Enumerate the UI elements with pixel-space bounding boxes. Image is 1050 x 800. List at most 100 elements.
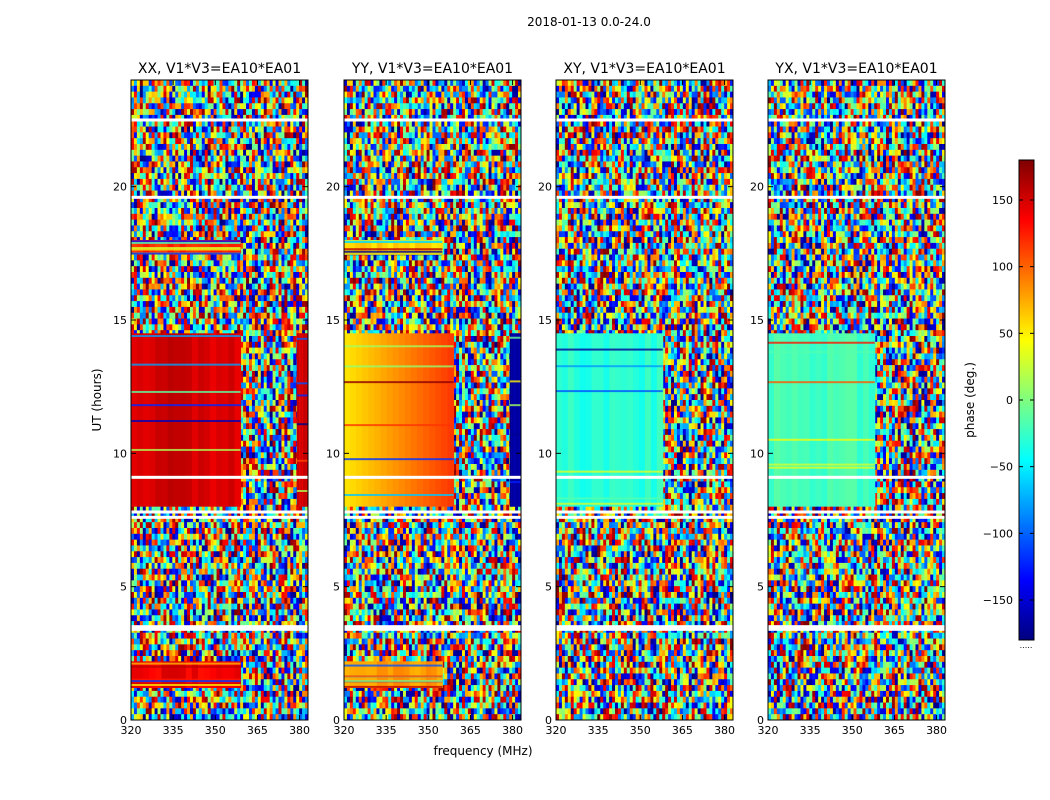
panel-4: YX, V1*V3=EA10*EA01 320 335 350 365 380 0 5 10 15… (750, 61, 947, 737)
x-tick-label: 380 (714, 724, 735, 737)
x-tick-label: 335 (163, 724, 184, 737)
colorbar-tick-label: 150 (992, 194, 1013, 207)
panel-title: YX, V1*V3=EA10*EA01 (774, 61, 937, 77)
flagged-row (556, 475, 733, 479)
x-tick-label: 335 (800, 724, 821, 737)
flagged-row (344, 475, 521, 479)
panel-frame (343, 79, 522, 721)
panel-title: XY, V1*V3=EA10*EA01 (563, 61, 725, 77)
y-tick-label: 20 (750, 181, 764, 194)
coherent-block-1 (344, 333, 455, 507)
figure-title: 2018-01-13 0.0-24.0 (527, 15, 651, 29)
x-tick-label: 365 (247, 724, 268, 737)
colorbar-gradient (1019, 160, 1034, 640)
flagged-row (556, 510, 733, 514)
flagged-row (556, 515, 733, 519)
flagged-row (131, 195, 308, 199)
panel-title: YY, V1*V3=EA10*EA01 (351, 61, 513, 77)
panel-2: YY, V1*V3=EA10*EA01 320 335 350 365 380 0 5 10 15… (326, 61, 523, 737)
flagged-row (768, 627, 945, 631)
y-tick-label: 15 (113, 314, 127, 327)
y-tick-label: 10 (750, 447, 764, 460)
coherent-block-1 (556, 333, 664, 507)
x-tick-label: 365 (884, 724, 905, 737)
flagged-row (131, 625, 308, 629)
y-tick-label: 10 (326, 447, 340, 460)
colorbar-tick-label: −100 (983, 527, 1013, 540)
panels: XX, V1*V3=EA10*EA01 320 335 350 365 380 0 5 10 15… (113, 61, 947, 737)
y-tick-label: 5 (120, 581, 127, 594)
x-tick-label: 320 (758, 724, 779, 737)
x-tick-label: 350 (842, 724, 863, 737)
flagged-row (768, 625, 945, 629)
x-tick-label: 365 (672, 724, 693, 737)
flagged-row (556, 627, 733, 631)
panel-1: XX, V1*V3=EA10*EA01 320 335 350 365 380 0 5 10 15… (113, 61, 310, 737)
y-tick-label: 5 (757, 581, 764, 594)
y-tick-label: 20 (113, 181, 127, 194)
flagged-row (344, 627, 521, 631)
x-tick-label: 380 (926, 724, 947, 737)
coherent-block-2 (296, 333, 309, 507)
x-tick-label: 350 (630, 724, 651, 737)
coherent-block-3 (344, 240, 443, 256)
x-tick-label: 320 (334, 724, 355, 737)
x-axis-label: frequency (MHz) (433, 744, 532, 758)
flagged-row (768, 475, 945, 479)
flagged-row (768, 510, 945, 514)
flagged-row (131, 515, 308, 519)
flagged-row (131, 510, 308, 514)
y-tick-label: 0 (545, 714, 552, 727)
coherent-block-1 (768, 333, 876, 507)
y-tick-label: 5 (545, 581, 552, 594)
y-tick-label: 15 (538, 314, 552, 327)
colorbar-tick-label: −50 (990, 461, 1013, 474)
panel-frame (130, 79, 309, 721)
y-tick-label: 20 (538, 181, 552, 194)
x-tick-label: 380 (502, 724, 523, 737)
x-tick-label: 320 (121, 724, 142, 737)
x-tick-label: 335 (588, 724, 609, 737)
y-tick-label: 15 (750, 314, 764, 327)
flagged-row (344, 195, 521, 199)
coherent-block-2 (509, 333, 522, 507)
panel-3: XY, V1*V3=EA10*EA01 320 335 350 365 380 0 5 10 15… (538, 61, 735, 737)
colorbar-label: phase (deg.) (963, 362, 977, 438)
coherent-block-1 (131, 333, 242, 507)
y-axis-label: UT (hours) (90, 368, 104, 431)
flagged-row (768, 118, 945, 122)
coherent-block-4 (131, 661, 242, 688)
x-tick-label: 350 (205, 724, 226, 737)
flagged-row (556, 195, 733, 199)
flagged-row (556, 625, 733, 629)
colorbar-tick-label: 50 (999, 327, 1013, 340)
y-tick-label: 10 (113, 447, 127, 460)
flagged-row (131, 627, 308, 631)
flagged-row (131, 475, 308, 479)
flagged-row (344, 510, 521, 514)
y-tick-label: 5 (333, 581, 340, 594)
x-tick-label: 320 (546, 724, 567, 737)
y-tick-label: 20 (326, 181, 340, 194)
y-tick-label: 0 (120, 714, 127, 727)
flagged-row (556, 118, 733, 122)
panel-title: XX, V1*V3=EA10*EA01 (138, 61, 301, 77)
colorbar-tick-label: 0 (1006, 394, 1013, 407)
colorbar-footer: ..... (1020, 641, 1033, 650)
flagged-row (131, 118, 308, 122)
coherent-block-4 (344, 661, 443, 688)
panel-frame (555, 79, 734, 721)
x-tick-label: 335 (376, 724, 397, 737)
flagged-row (768, 515, 945, 519)
x-tick-label: 380 (289, 724, 310, 737)
colorbar: −150 −100 −50 0 50 100 150 phase (deg.)..... (963, 159, 1035, 650)
flagged-row (344, 118, 521, 122)
flagged-row (344, 515, 521, 519)
y-tick-label: 0 (333, 714, 340, 727)
flagged-row (768, 195, 945, 199)
flagged-row (344, 625, 521, 629)
colorbar-tick-label: −150 (983, 594, 1013, 607)
y-tick-label: 15 (326, 314, 340, 327)
panel-frame (767, 79, 946, 721)
